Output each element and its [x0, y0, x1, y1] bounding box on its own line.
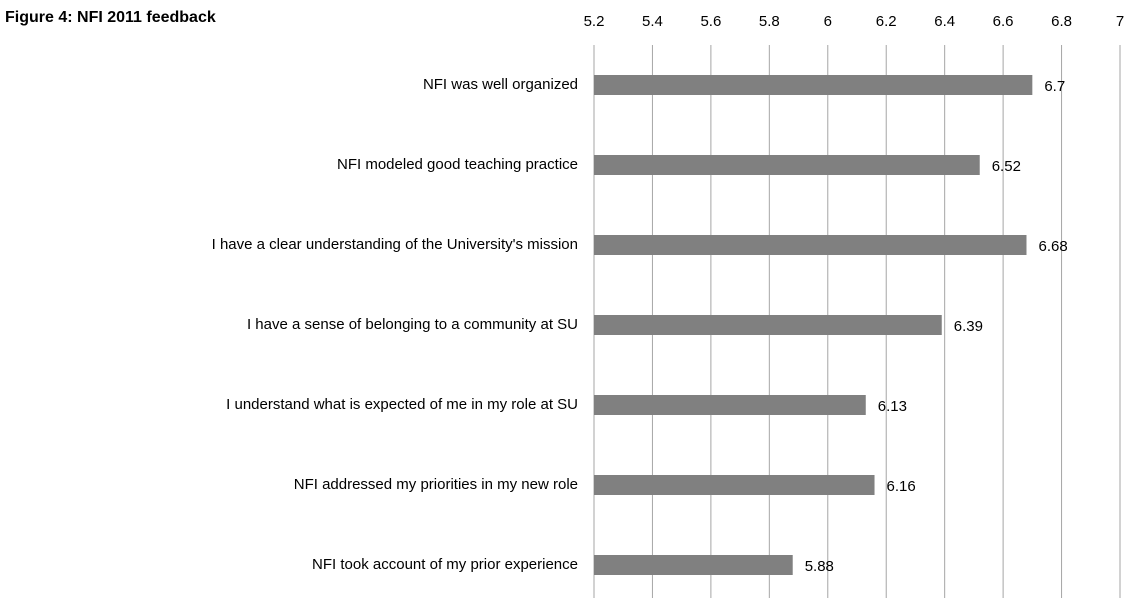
- value-label: 6.7: [1044, 78, 1065, 95]
- value-label: 6.68: [1038, 238, 1067, 255]
- x-tick-label: 7: [1116, 13, 1124, 30]
- chart-title: Figure 4: NFI 2011 feedback: [5, 9, 216, 26]
- y-tick-label: I have a sense of belonging to a communi…: [247, 316, 578, 333]
- x-tick-label: 6: [824, 13, 832, 30]
- y-tick-label: I understand what is expected of me in m…: [226, 396, 578, 413]
- value-label: 5.88: [805, 558, 834, 575]
- x-tick-label: 6.2: [876, 13, 897, 30]
- x-tick-label: 6.8: [1051, 13, 1072, 30]
- y-tick-label: NFI took account of my prior experience: [312, 556, 578, 573]
- y-tick-label: NFI modeled good teaching practice: [337, 156, 578, 173]
- x-tick-label: 6.4: [934, 13, 955, 30]
- x-tick-label: 5.6: [700, 13, 721, 30]
- bar: [594, 75, 1033, 95]
- bar: [594, 155, 980, 175]
- bar: [594, 555, 793, 575]
- x-tick-label: 5.4: [642, 13, 663, 30]
- y-tick-label: NFI addressed my priorities in my new ro…: [294, 476, 578, 493]
- value-label: 6.13: [878, 398, 907, 415]
- x-tick-label: 6.6: [993, 13, 1014, 30]
- bar: [594, 315, 942, 335]
- bar: [594, 235, 1027, 255]
- x-tick-label: 5.2: [584, 13, 605, 30]
- y-tick-label: I have a clear understanding of the Univ…: [212, 236, 578, 253]
- bar: [594, 475, 875, 495]
- bar: [594, 395, 866, 415]
- y-tick-label: NFI was well organized: [423, 76, 578, 93]
- value-label: 6.16: [887, 478, 916, 495]
- value-label: 6.39: [954, 318, 983, 335]
- value-label: 6.52: [992, 158, 1021, 175]
- x-tick-label: 5.8: [759, 13, 780, 30]
